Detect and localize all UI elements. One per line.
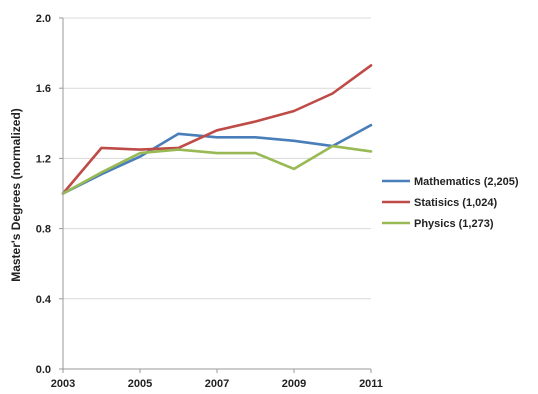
y-tick-label: 1.2 <box>36 153 51 165</box>
series-lines <box>61 64 373 195</box>
legend: Mathematics (2,205) Statisics (1,024) Phys… <box>382 176 519 230</box>
series-line-0 <box>61 123 373 195</box>
x-tick-labels: 2003 2005 2007 2009 2011 <box>51 378 383 390</box>
y-tick-label: 1.6 <box>36 83 51 95</box>
legend-label-0: Mathematics (2,205) <box>414 176 519 188</box>
y-tick-label: 2.0 <box>36 13 51 25</box>
x-tick-label: 2007 <box>205 378 229 390</box>
y-axis-title: Master's Degrees (normalized) <box>9 108 23 282</box>
x-tick-label: 2011 <box>359 378 383 390</box>
x-tick-label: 2005 <box>128 378 152 390</box>
y-tick-label: 0.4 <box>36 294 52 306</box>
legend-label-1: Statisics (1,024) <box>414 197 497 209</box>
series-line-1 <box>61 64 373 195</box>
x-tick-label: 2009 <box>282 378 306 390</box>
legend-label-2: Physics (1,273) <box>414 218 494 230</box>
x-tick-label: 2003 <box>51 378 75 390</box>
y-tick-label: 0.8 <box>36 224 51 236</box>
series-line-2 <box>61 144 373 195</box>
y-tick-label: 0.0 <box>36 364 51 376</box>
axes <box>59 17 372 373</box>
gridlines <box>63 17 371 300</box>
y-tick-labels: 0.0 0.4 0.8 1.2 1.6 2.0 <box>36 13 52 376</box>
